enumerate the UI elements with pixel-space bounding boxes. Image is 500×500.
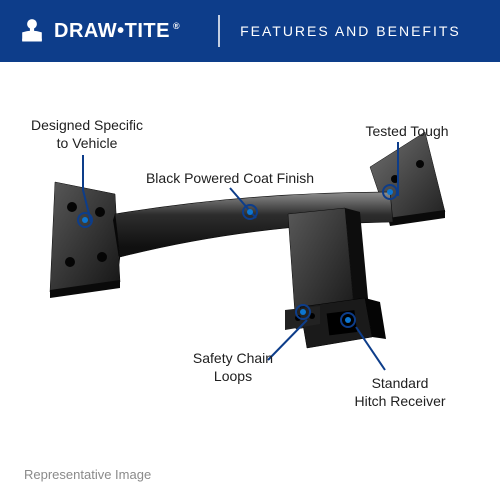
callout-dot-tough bbox=[382, 184, 398, 200]
diagram-stage: Designed Specificto Vehicle Black Powered… bbox=[0, 62, 500, 500]
brand-text: DRAW•TITE® bbox=[54, 20, 180, 43]
callout-dot-designed bbox=[77, 212, 93, 228]
brand-logo: DRAW•TITE® bbox=[0, 0, 198, 62]
callout-dot-loops bbox=[295, 304, 311, 320]
callout-label-receiver: StandardHitch Receiver bbox=[340, 375, 460, 410]
footer-note: Representative Image bbox=[24, 467, 151, 482]
callout-label-loops: Safety ChainLoops bbox=[178, 350, 288, 385]
callout-dot-receiver bbox=[340, 312, 356, 328]
header-divider bbox=[218, 15, 220, 47]
callout-label-designed: Designed Specificto Vehicle bbox=[22, 117, 152, 152]
header-subtitle: FEATURES AND BENEFITS bbox=[240, 23, 461, 39]
header: DRAW•TITE® FEATURES AND BENEFITS bbox=[0, 0, 500, 62]
callout-line-receiver bbox=[356, 327, 385, 370]
callout-dot-coat bbox=[242, 204, 258, 220]
callout-label-coat: Black Powered Coat Finish bbox=[130, 170, 330, 188]
callout-label-tough: Tested Tough bbox=[352, 123, 462, 141]
hitch-ball-icon bbox=[18, 17, 46, 45]
